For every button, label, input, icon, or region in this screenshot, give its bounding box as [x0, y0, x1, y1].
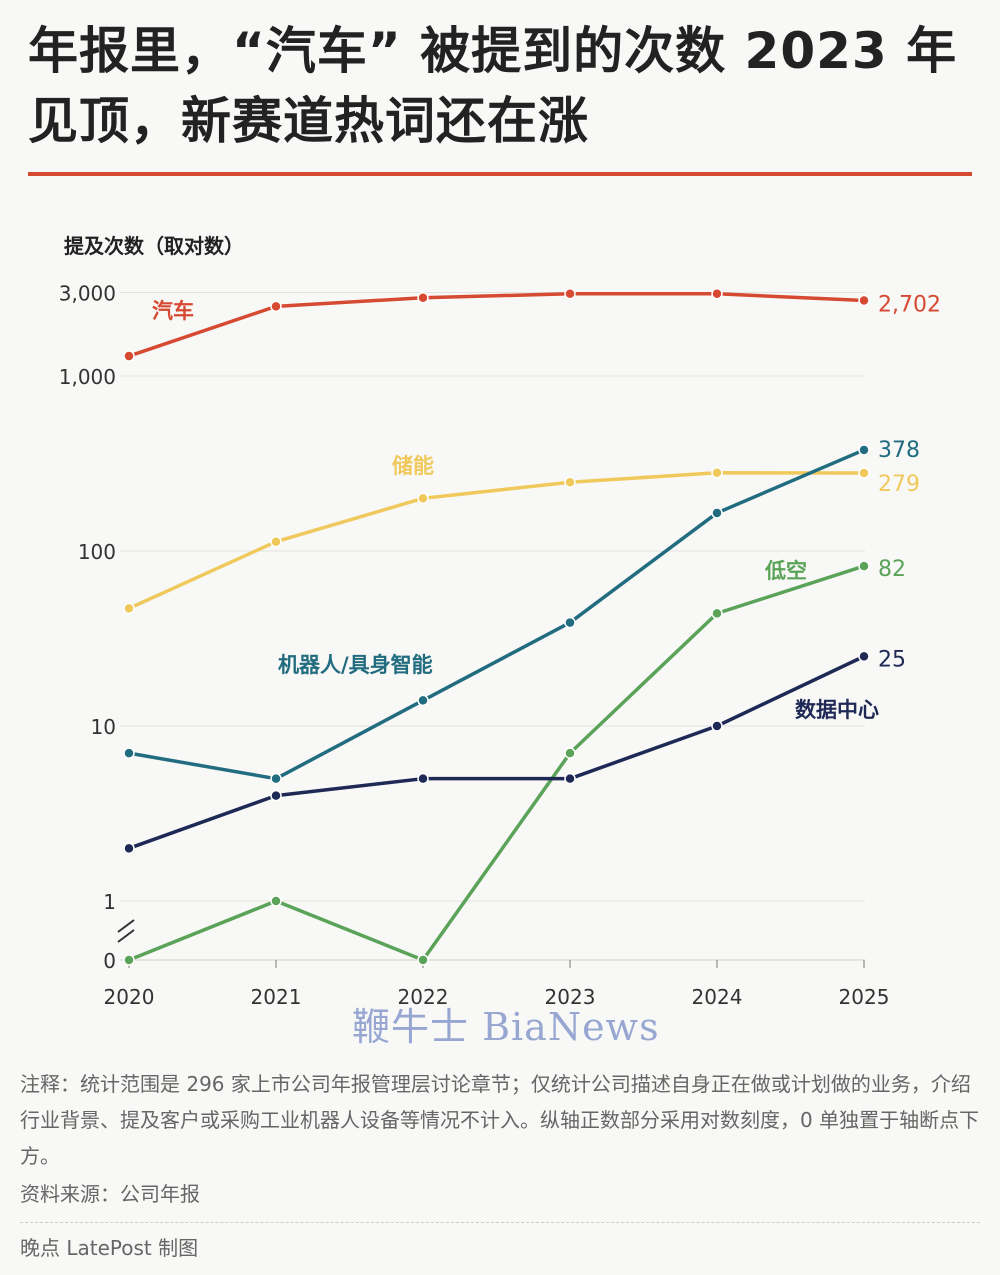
series-line: [127, 564, 866, 962]
data-point: [417, 492, 429, 505]
axis-break-mark: [117, 929, 135, 943]
series-line: [127, 654, 866, 851]
source-note: 资料来源：公司年报: [20, 1182, 200, 1206]
data-point: [417, 954, 429, 966]
data-point: [711, 720, 723, 732]
data-point: [123, 350, 135, 362]
series-line: [127, 292, 866, 358]
data-point: [123, 602, 135, 615]
x-tick-label: 2025: [839, 985, 890, 1009]
series-name-label: 低空: [764, 559, 807, 583]
end-value-label: 2,702: [878, 292, 941, 317]
y-tick-label: 0: [103, 949, 116, 973]
data-point: [270, 772, 282, 785]
x-tick-label: 2023: [545, 985, 596, 1009]
data-point: [858, 560, 870, 572]
y-tick-label: 100: [78, 540, 116, 564]
y-tick-label: 1,000: [59, 365, 116, 389]
end-value-label: 25: [878, 647, 906, 672]
end-value-label: 378: [878, 438, 920, 463]
data-point: [270, 535, 282, 548]
data-point: [711, 288, 723, 300]
series-line: [127, 470, 866, 611]
y-tick-label: 1: [103, 890, 116, 914]
data-point: [270, 789, 282, 802]
series-lines: [123, 288, 870, 966]
y-tick-label: 10: [91, 715, 116, 739]
chart-title: 年报里，“汽车” 被提到的次数 2023 年见顶，新赛道热词还在涨: [28, 22, 958, 150]
data-point: [417, 291, 429, 304]
data-point: [711, 607, 723, 620]
data-point: [564, 747, 576, 759]
credit-line: 晚点 LatePost 制图: [20, 1236, 199, 1260]
data-point: [123, 747, 135, 759]
gridlines: [120, 292, 865, 961]
data-point: [417, 694, 429, 707]
title-rule: [28, 172, 972, 176]
footer-divider: [20, 1222, 980, 1223]
data-point: [564, 476, 576, 489]
data-point: [417, 772, 429, 785]
axis-break-mark: [117, 919, 135, 933]
data-point: [564, 616, 576, 629]
data-point: [123, 842, 135, 855]
series-name-label: 储能: [392, 454, 434, 478]
end-value-label: 82: [878, 557, 906, 582]
y-tick-label: 3,000: [59, 282, 116, 306]
end-value-label: 279: [878, 472, 920, 497]
data-point: [858, 444, 870, 456]
data-point: [123, 954, 135, 966]
x-tick-label: 2020: [104, 985, 155, 1009]
y-axis-label: 提及次数（取对数）: [64, 234, 244, 258]
watermark: 鞭牛士 BiaNews: [352, 1005, 660, 1049]
series-line: [127, 448, 866, 781]
data-point: [858, 650, 870, 663]
x-tick-label: 2021: [251, 985, 302, 1009]
data-point: [711, 507, 723, 519]
series-name-label: 汽车: [152, 299, 194, 323]
data-point: [858, 294, 870, 307]
series-name-label: 机器人/具身智能: [278, 653, 433, 677]
data-point: [711, 466, 723, 479]
data-point: [564, 288, 576, 300]
series-name-label: 数据中心: [795, 698, 879, 722]
x-tick-label: 2022: [398, 985, 449, 1009]
data-point: [564, 772, 576, 785]
data-point: [858, 467, 870, 479]
data-point: [270, 895, 282, 907]
footnote: 注释：统计范围是 296 家上市公司年报管理层讨论章节；仅统计公司描述自身正在做…: [20, 1072, 980, 1168]
data-point: [270, 300, 282, 313]
x-tick-label: 2024: [692, 985, 743, 1009]
